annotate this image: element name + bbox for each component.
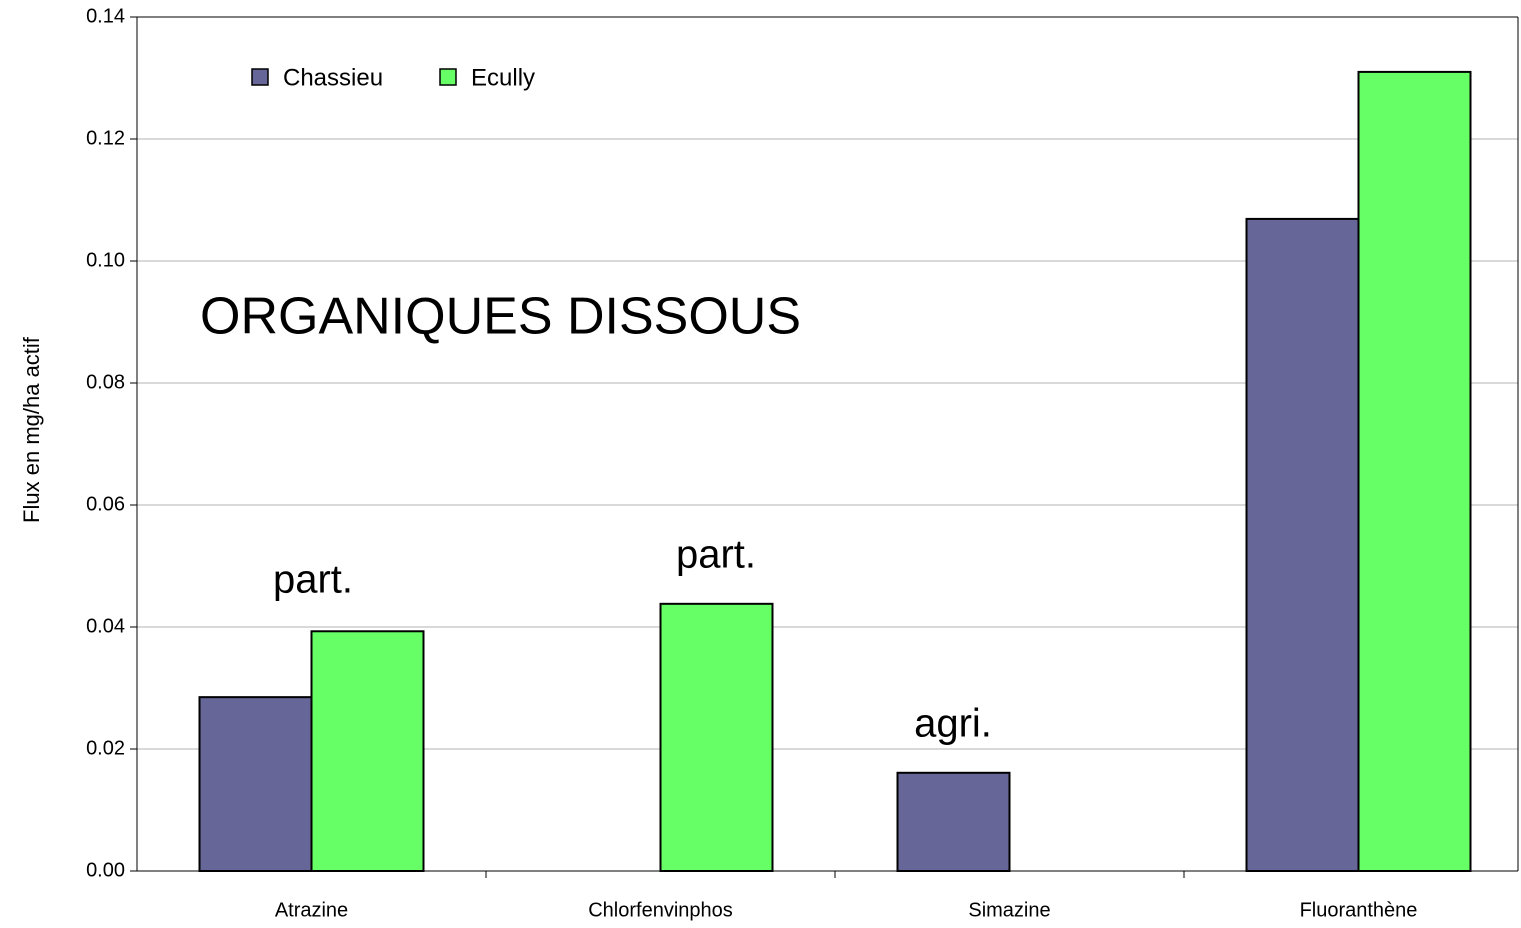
legend-label: Chassieu — [283, 64, 383, 91]
bar — [896, 771, 1011, 872]
annotation: agri. — [914, 702, 992, 746]
y-tick-label: 0.10 — [86, 249, 125, 271]
y-tick-label: 0.08 — [86, 371, 125, 393]
chart-title: ORGANIQUES DISSOUS — [200, 288, 801, 346]
x-tick-label: Chlorfenvinphos — [588, 899, 733, 921]
y-tick-label: 0.14 — [86, 5, 125, 27]
y-tick-label: 0.06 — [86, 493, 125, 515]
y-tick-label: 0.04 — [86, 615, 125, 637]
y-tick-label: 0.00 — [86, 859, 125, 881]
bar — [1357, 70, 1472, 872]
legend-swatch — [251, 68, 269, 86]
x-tick-label: Simazine — [968, 899, 1050, 921]
bar — [659, 602, 774, 872]
bar — [1245, 217, 1360, 873]
annotation: part. — [273, 558, 353, 602]
x-tick-label: Fluoranthène — [1300, 899, 1418, 921]
y-tick-label: 0.12 — [86, 127, 125, 149]
x-tick-label: Atrazine — [275, 899, 348, 921]
bar — [198, 696, 313, 873]
legend-label: Ecully — [471, 64, 535, 91]
y-axis-label: Flux en mg/ha actif — [19, 336, 44, 523]
bar — [310, 630, 425, 873]
annotation: part. — [676, 533, 756, 577]
y-tick-label: 0.02 — [86, 737, 125, 759]
legend-swatch — [439, 68, 457, 86]
